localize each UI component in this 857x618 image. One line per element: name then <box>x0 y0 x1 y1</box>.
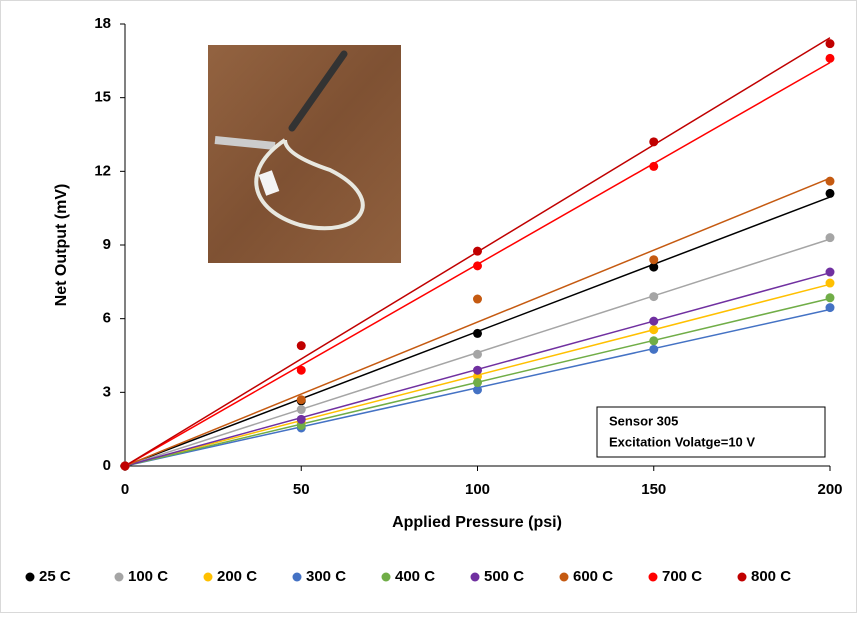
x-axis-label: Applied Pressure (psi) <box>392 514 562 531</box>
photo-inset <box>208 45 401 263</box>
data-point <box>826 303 835 312</box>
chart: 0 3 6 9 12 15 18 0 50 100 150 200 25 C 100 C 200 C 300 … <box>0 0 857 613</box>
x-tick-label: 200 <box>817 481 842 498</box>
data-point <box>826 268 835 277</box>
y-tick-label: 12 <box>94 162 111 179</box>
x-tick-label: 50 <box>293 481 310 498</box>
data-point <box>649 162 658 171</box>
data-point <box>649 137 658 146</box>
data-point <box>649 325 658 334</box>
legend-label: 800 C <box>751 568 791 585</box>
y-tick-label: 0 <box>103 457 111 474</box>
data-point <box>473 261 482 270</box>
data-point <box>297 405 306 414</box>
data-point <box>826 39 835 48</box>
legend-label: 25 C <box>39 568 71 585</box>
annotation: Sensor 305 <box>609 413 678 428</box>
y-tick-label: 9 <box>103 236 111 253</box>
data-point <box>473 350 482 359</box>
legend-label: 500 C <box>484 568 524 585</box>
legend-label: 200 C <box>217 568 257 585</box>
x-tick-label: 150 <box>641 481 666 498</box>
y-tick-label: 15 <box>94 89 111 106</box>
data-point <box>473 366 482 375</box>
data-point <box>649 336 658 345</box>
y-tick-label: 18 <box>94 15 111 32</box>
y-tick-label: 3 <box>103 383 111 400</box>
legend-marker <box>26 573 35 582</box>
y-tick-label: 6 <box>103 310 111 327</box>
data-point <box>473 295 482 304</box>
data-point <box>826 189 835 198</box>
legend-marker <box>204 573 213 582</box>
data-point <box>297 395 306 404</box>
data-point <box>826 177 835 186</box>
data-point <box>473 378 482 387</box>
x-tick-label: 100 <box>465 481 490 498</box>
data-point <box>649 345 658 354</box>
data-point <box>826 279 835 288</box>
data-point <box>649 255 658 264</box>
data-point <box>297 415 306 424</box>
legend-marker <box>293 573 302 582</box>
data-point <box>473 329 482 338</box>
data-point <box>826 233 835 242</box>
y-axis-label: Net Output (mV) <box>53 184 70 307</box>
legend-marker <box>471 573 480 582</box>
data-point <box>297 341 306 350</box>
annotation: Excitation Volatge=10 V <box>609 434 755 449</box>
legend-marker <box>560 573 569 582</box>
data-point <box>297 366 306 375</box>
legend-marker <box>649 573 658 582</box>
data-point <box>473 247 482 256</box>
data-point <box>121 462 130 471</box>
legend-label: 300 C <box>306 568 346 585</box>
data-point <box>649 292 658 301</box>
annotation-box: Sensor 305 Excitation Volatge=10 V <box>597 407 825 457</box>
legend-label: 700 C <box>662 568 702 585</box>
data-point <box>649 317 658 326</box>
data-point <box>826 293 835 302</box>
data-point <box>826 54 835 63</box>
legend-label: 600 C <box>573 568 613 585</box>
legend-label: 100 C <box>128 568 168 585</box>
legend-label: 400 C <box>395 568 435 585</box>
legend-marker <box>115 573 124 582</box>
legend-marker <box>382 573 391 582</box>
legend-marker <box>738 573 747 582</box>
x-tick-label: 0 <box>121 481 129 498</box>
